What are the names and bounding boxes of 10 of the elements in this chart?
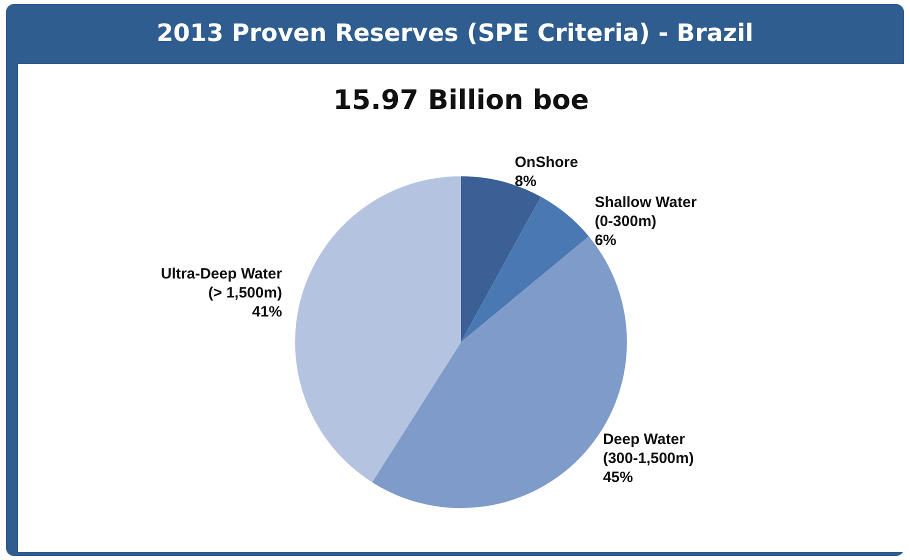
- data-label: 41%: [252, 304, 282, 321]
- chart-title: 2013 Proven Reserves (SPE Criteria) - Brazil: [156, 18, 754, 49]
- slice-label: OnShore: [514, 154, 578, 171]
- chart-subtitle: 15.97 Billion boe: [333, 85, 589, 116]
- data-label: 6%: [594, 232, 616, 249]
- slice-label: Deep Water (300-1,500m): [602, 431, 694, 467]
- slice-label: Ultra-Deep Water (> 1,500m): [160, 266, 282, 302]
- data-label: 45%: [602, 469, 633, 486]
- slice-label: Shallow Water (0-300m): [594, 194, 697, 230]
- data-label: 8%: [514, 172, 536, 190]
